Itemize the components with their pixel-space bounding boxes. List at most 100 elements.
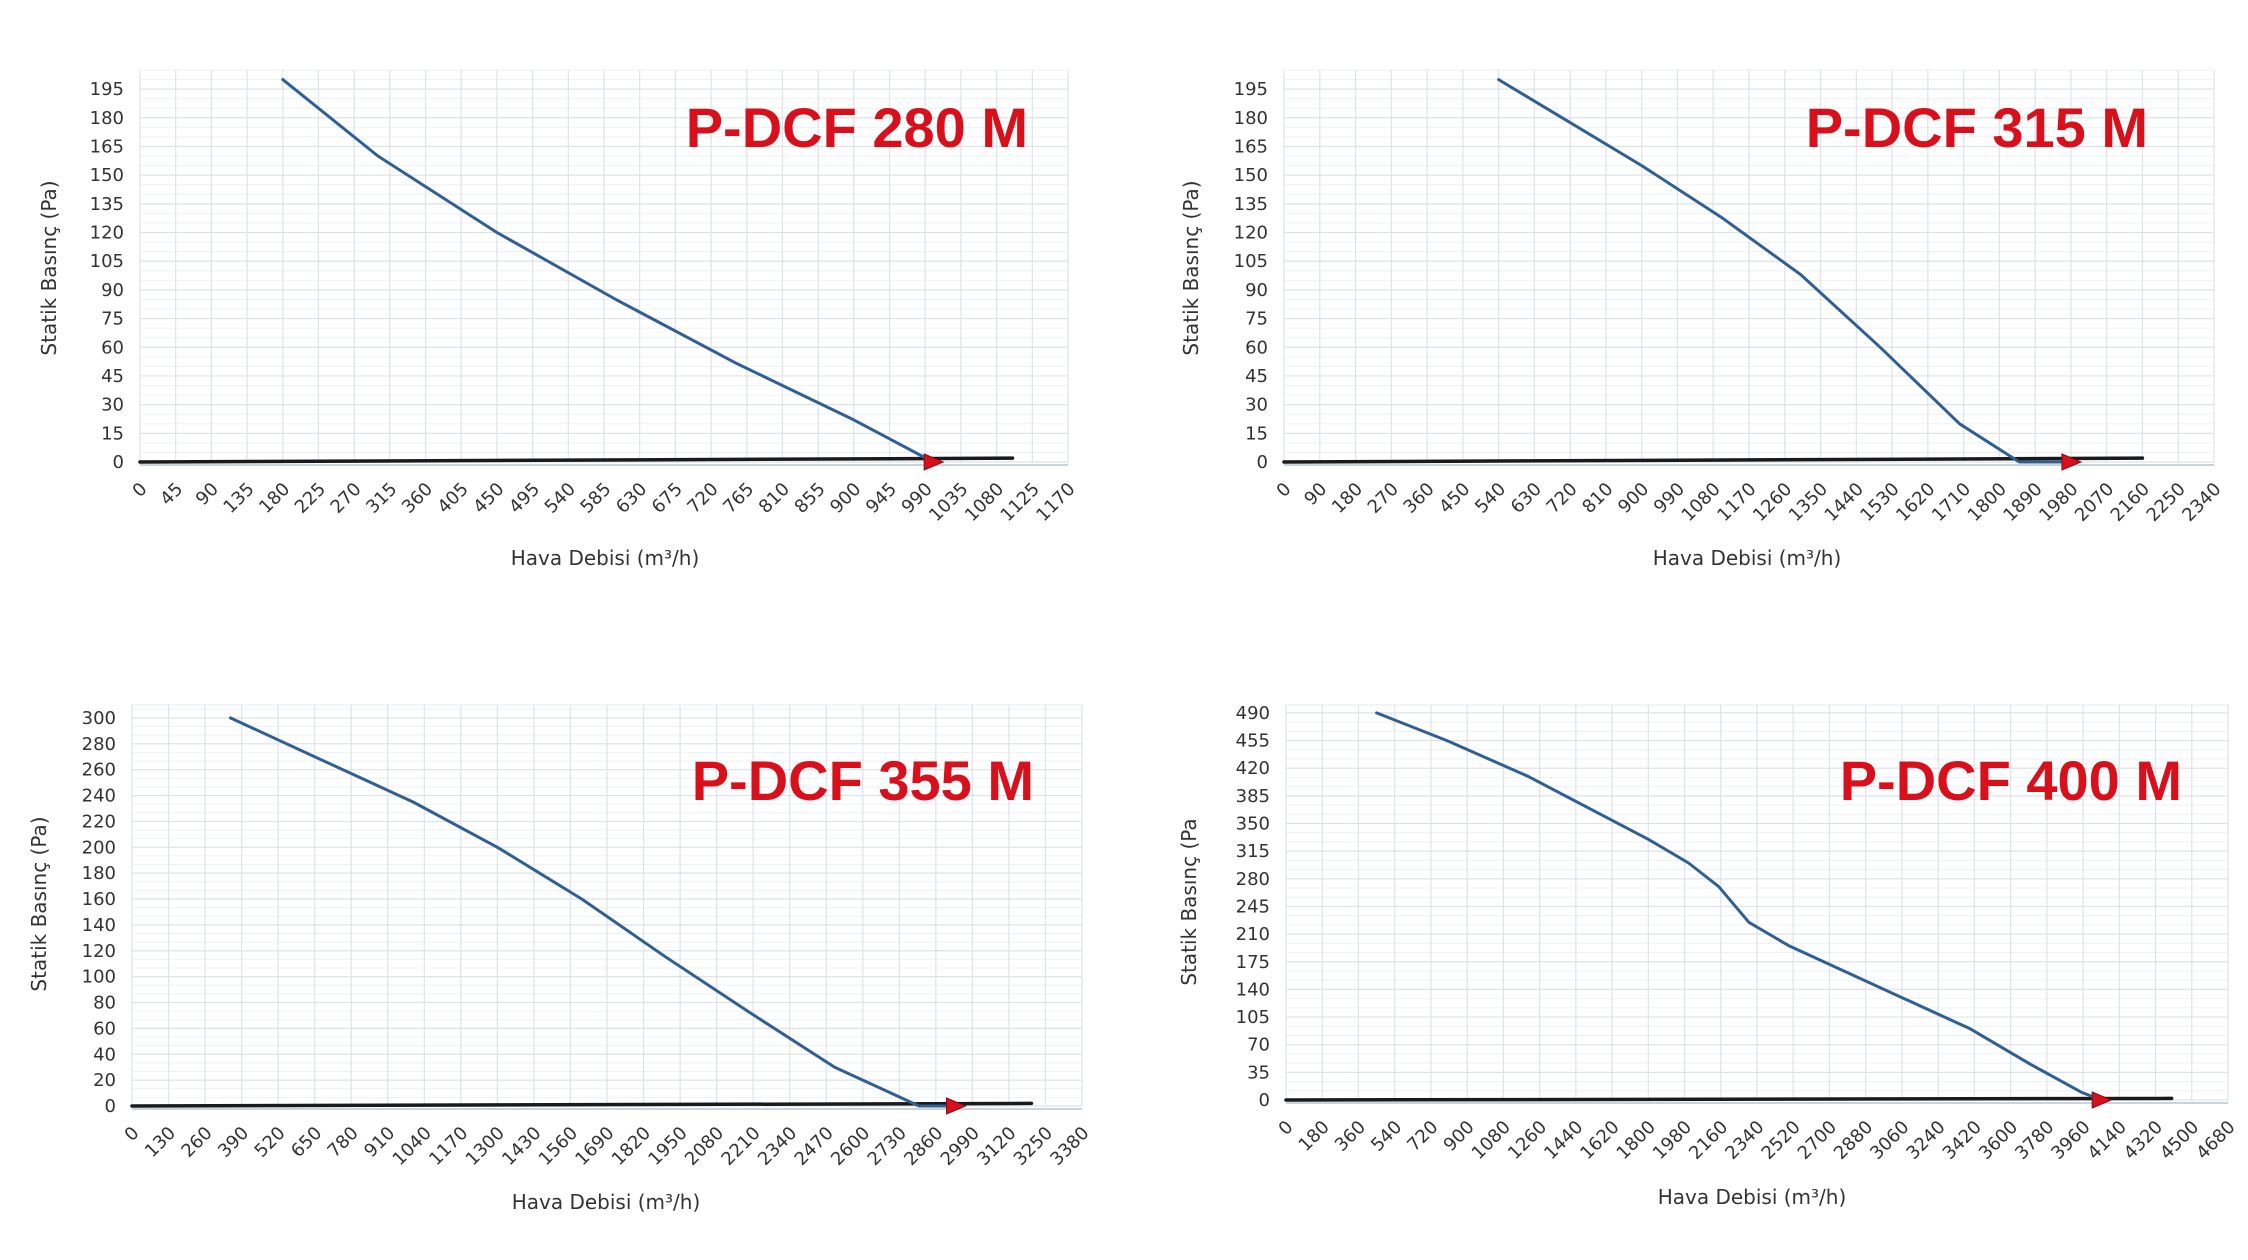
y-tick-label: 220: [82, 811, 116, 832]
y-tick-label: 350: [1236, 814, 1270, 835]
y-tick-label: 75: [101, 309, 124, 330]
x-tick-label: 1035: [925, 479, 972, 526]
x-tick-label: 450: [469, 479, 508, 518]
plot-area: 0 35 70 105 140 175 210 245 280 315 350 385 420 455 49…: [1236, 703, 2240, 1164]
y-tick-label: 175: [1236, 952, 1270, 973]
x-axis-title: Hava Debisi (m³/h): [1653, 546, 1842, 570]
y-tick-label: 120: [90, 223, 124, 244]
chart-panel-315: 0 15 30 45 60 75 90 105 120 135 150 165 180 195 0 90 180…: [1124, 0, 2248, 630]
x-tick-label: 360: [1331, 1117, 1370, 1156]
x-tick-label: 855: [791, 479, 830, 518]
chart-panel-400: 0 35 70 105 140 175 210 245 280 315 350 385 420 455 49…: [1124, 630, 2248, 1260]
x-tick-label: 3060: [1866, 1117, 1913, 1164]
x-tick-label: 675: [648, 479, 687, 518]
x-tick-label: 585: [576, 479, 615, 518]
y-tick-label: 280: [1236, 869, 1270, 890]
x-tick-label: 650: [287, 1123, 326, 1162]
x-tick-label: 270: [1364, 479, 1403, 518]
y-tick-label: 180: [90, 108, 124, 129]
y-tick-label: 120: [1234, 223, 1268, 244]
x-tick-label: 1800: [1964, 479, 2011, 526]
baseline-series: [130, 1101, 1034, 1108]
x-tick-label: 1170: [1032, 479, 1079, 526]
x-tick-label: 1690: [571, 1123, 618, 1170]
x-tick-label: 1800: [1613, 1117, 1660, 1164]
x-tick-label: 1040: [389, 1123, 436, 1170]
x-tick-label: 1080: [1678, 479, 1725, 526]
x-tick-label: 2880: [1830, 1117, 1877, 1164]
y-tick-label: 210: [1236, 924, 1270, 945]
y-tick-label: 105: [90, 251, 124, 272]
x-tick-label: 3120: [973, 1123, 1020, 1170]
x-tick-label: 3600: [1975, 1117, 2022, 1164]
y-tick-label: 60: [101, 337, 124, 358]
y-tick-label: 315: [1236, 841, 1270, 862]
x-tick-label: 1820: [608, 1123, 655, 1170]
y-tick-label: 165: [90, 136, 124, 157]
y-tick-label: 45: [1245, 366, 1268, 387]
y-tick-label: 0: [1259, 1090, 1270, 1111]
x-tick-label: 2070: [2071, 479, 2118, 526]
x-tick-label: 2470: [791, 1123, 838, 1170]
y-tick-label: 100: [82, 967, 116, 988]
x-tick-label: 2160: [1685, 1117, 1732, 1164]
y-tick-label: 150: [1234, 165, 1268, 186]
x-tick-label: 3420: [1939, 1117, 1986, 1164]
x-tick-label: 405: [434, 479, 473, 518]
x-tick-label: 2340: [754, 1123, 801, 1170]
x-tick-label: 720: [1543, 479, 1582, 518]
x-tick-label: 1300: [462, 1123, 509, 1170]
x-tick-label: 3250: [1010, 1123, 1057, 1170]
x-tick-label: 630: [612, 479, 651, 518]
x-tick-label: 1530: [1856, 479, 1903, 526]
x-tick-label: 1260: [1749, 479, 1796, 526]
x-tick-label: 3960: [2047, 1117, 2094, 1164]
x-tick-label: 4500: [2156, 1117, 2203, 1164]
x-tick-label: 720: [1403, 1117, 1442, 1156]
x-tick-label: 135: [219, 479, 258, 518]
x-tick-label: 0: [129, 479, 152, 502]
y-tick-label: 180: [82, 863, 116, 884]
y-tick-label: 70: [1247, 1035, 1270, 1056]
chart-400: 0 35 70 105 140 175 210 245 280 315 350 385 420 455 49…: [1177, 703, 2240, 1209]
y-tick-label: 35: [1247, 1062, 1270, 1083]
y-tick-label: 245: [1236, 896, 1270, 917]
operating-point-marker: [946, 1097, 967, 1115]
x-tick-label: 1980: [1649, 1117, 1696, 1164]
y-tick-label: 140: [82, 915, 116, 936]
x-tick-label: 630: [1507, 479, 1546, 518]
x-tick-label: 180: [1295, 1117, 1334, 1156]
y-tick-label: 105: [1234, 251, 1268, 272]
fan-curve-series: [228, 716, 957, 1108]
y-tick-label: 15: [101, 423, 124, 444]
x-tick-label: 1620: [1892, 479, 1939, 526]
y-tick-label: 105: [1236, 1007, 1270, 1028]
y-tick-label: 60: [1245, 337, 1268, 358]
x-tick-label: 1620: [1576, 1117, 1623, 1164]
y-tick-label: 240: [82, 786, 116, 807]
x-tick-label: 540: [541, 479, 580, 518]
operating-point-marker: [2061, 453, 2083, 471]
operating-point-marker: [923, 453, 945, 471]
baseline-series: [1282, 456, 2145, 464]
y-tick-label: 195: [90, 79, 124, 100]
x-tick-label: 810: [755, 479, 794, 518]
x-tick-label: 180: [1328, 479, 1367, 518]
y-axis-title: Statik Basınç (Pa): [37, 180, 61, 355]
y-tick-label: 420: [1236, 758, 1270, 779]
x-tick-label: 810: [1578, 479, 1617, 518]
y-tick-label: 135: [1234, 194, 1268, 215]
x-axis-title: Hava Debisi (m³/h): [1658, 1185, 1847, 1209]
x-tick-label: 315: [362, 479, 401, 518]
x-tick-label: 1560: [535, 1123, 582, 1170]
y-tick-label: 300: [82, 708, 116, 729]
y-axis-title: Statik Basınç (Pa): [27, 816, 51, 991]
x-tick-label: 360: [1399, 479, 1438, 518]
x-tick-label: 270: [327, 479, 366, 518]
y-axis-title: Statik Basınç (Pa): [1179, 180, 1203, 355]
y-tick-label: 135: [90, 194, 124, 215]
x-tick-label: 4320: [2120, 1117, 2167, 1164]
x-tick-label: 1080: [961, 479, 1008, 526]
